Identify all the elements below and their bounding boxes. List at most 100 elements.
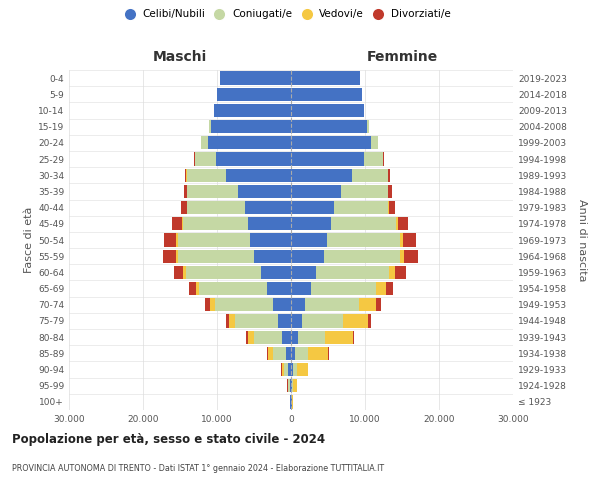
Bar: [268, 282, 291, 295]
Bar: [291, 330, 298, 344]
Bar: [404, 250, 418, 263]
Bar: [376, 282, 386, 295]
Bar: [371, 136, 377, 149]
Bar: [291, 314, 302, 328]
Bar: [187, 185, 238, 198]
Bar: [395, 266, 406, 279]
Bar: [235, 314, 278, 328]
Bar: [278, 314, 291, 328]
Bar: [174, 266, 184, 279]
Bar: [291, 217, 331, 230]
Bar: [210, 298, 215, 312]
Bar: [388, 185, 392, 198]
Bar: [205, 298, 210, 312]
Bar: [297, 363, 308, 376]
Bar: [215, 152, 291, 166]
Bar: [163, 250, 176, 263]
Bar: [293, 363, 297, 376]
Bar: [178, 250, 254, 263]
Bar: [254, 330, 282, 344]
Bar: [291, 282, 311, 295]
Bar: [291, 104, 364, 117]
Bar: [248, 217, 291, 230]
Bar: [272, 298, 291, 312]
Bar: [295, 346, 308, 360]
Bar: [292, 379, 293, 392]
Bar: [305, 298, 359, 312]
Text: Femmine: Femmine: [367, 50, 437, 64]
Bar: [291, 152, 364, 166]
Bar: [214, 104, 291, 117]
Bar: [367, 120, 369, 134]
Bar: [343, 314, 368, 328]
Bar: [331, 217, 396, 230]
Bar: [353, 330, 355, 344]
Bar: [291, 201, 334, 214]
Bar: [262, 266, 291, 279]
Bar: [389, 201, 395, 214]
Bar: [178, 234, 250, 246]
Bar: [286, 346, 291, 360]
Bar: [334, 201, 388, 214]
Bar: [182, 217, 183, 230]
Bar: [183, 217, 248, 230]
Bar: [291, 185, 341, 198]
Bar: [281, 363, 284, 376]
Bar: [400, 250, 404, 263]
Bar: [389, 266, 395, 279]
Bar: [176, 234, 178, 246]
Bar: [316, 266, 389, 279]
Bar: [287, 379, 288, 392]
Bar: [215, 298, 272, 312]
Bar: [196, 282, 199, 295]
Bar: [311, 282, 376, 295]
Bar: [293, 379, 297, 392]
Bar: [172, 217, 182, 230]
Bar: [308, 346, 328, 360]
Bar: [268, 346, 272, 360]
Bar: [272, 346, 286, 360]
Bar: [176, 250, 178, 263]
Bar: [302, 314, 343, 328]
Bar: [291, 136, 371, 149]
Bar: [291, 266, 316, 279]
Bar: [325, 330, 353, 344]
Bar: [246, 330, 248, 344]
Bar: [248, 330, 254, 344]
Bar: [291, 88, 362, 101]
Bar: [291, 346, 295, 360]
Bar: [211, 120, 291, 134]
Bar: [229, 314, 235, 328]
Bar: [298, 330, 325, 344]
Bar: [400, 234, 403, 246]
Bar: [184, 266, 186, 279]
Bar: [217, 88, 291, 101]
Bar: [185, 168, 187, 182]
Bar: [226, 314, 229, 328]
Bar: [186, 266, 262, 279]
Bar: [254, 250, 291, 263]
Y-axis label: Fasce di età: Fasce di età: [24, 207, 34, 273]
Bar: [386, 282, 393, 295]
Bar: [291, 250, 323, 263]
Bar: [282, 330, 291, 344]
Bar: [187, 201, 245, 214]
Bar: [398, 217, 408, 230]
Legend: Celibi/Nubili, Coniugati/e, Vedovi/e, Divorziati/e: Celibi/Nubili, Coniugati/e, Vedovi/e, Di…: [121, 5, 455, 24]
Text: Popolazione per età, sesso e stato civile - 2024: Popolazione per età, sesso e stato civil…: [12, 432, 325, 446]
Bar: [352, 168, 388, 182]
Bar: [376, 298, 381, 312]
Bar: [364, 152, 383, 166]
Bar: [291, 298, 305, 312]
Bar: [291, 379, 292, 392]
Bar: [291, 363, 293, 376]
Bar: [187, 168, 226, 182]
Bar: [291, 234, 327, 246]
Bar: [291, 168, 352, 182]
Bar: [226, 168, 291, 182]
Bar: [190, 282, 196, 295]
Y-axis label: Anni di nascita: Anni di nascita: [577, 198, 587, 281]
Bar: [359, 298, 376, 312]
Bar: [388, 201, 389, 214]
Bar: [284, 363, 288, 376]
